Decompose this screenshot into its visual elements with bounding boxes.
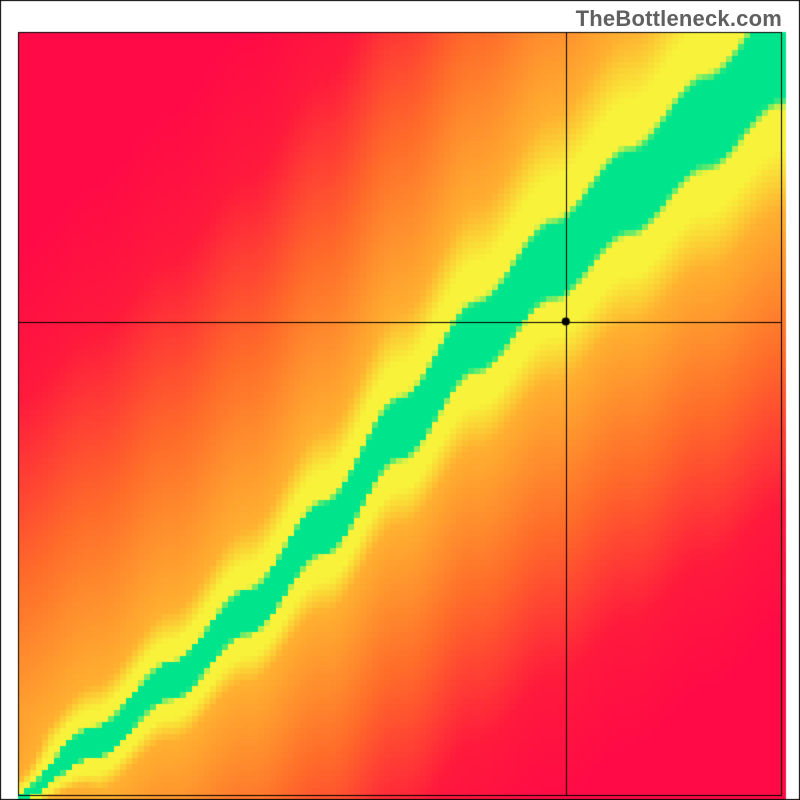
bottleneck-heatmap-canvas — [0, 0, 800, 800]
chart-container: TheBottleneck.com — [0, 0, 800, 800]
watermark-text: TheBottleneck.com — [576, 6, 782, 32]
